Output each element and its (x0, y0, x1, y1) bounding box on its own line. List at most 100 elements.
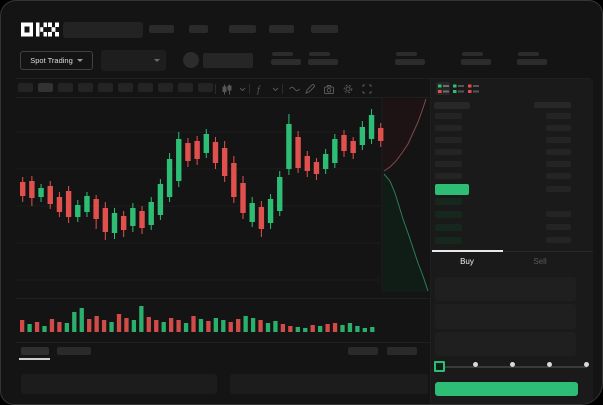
market-type-selector[interactable]: Spot Trading (20, 51, 93, 70)
candle-body (65, 191, 72, 217)
timeframe-chip[interactable] (78, 83, 93, 92)
toolbar-separator (282, 84, 283, 94)
okx-logo[interactable] (21, 22, 59, 37)
price-input-placeholder[interactable] (435, 277, 576, 301)
amount-slider-track[interactable] (438, 366, 587, 368)
timeframe-chip[interactable] (158, 83, 173, 92)
nav-item-placeholder[interactable] (189, 25, 208, 33)
candle-body (313, 162, 320, 174)
bottom-action-placeholder[interactable] (387, 347, 417, 355)
nav-item-placeholder[interactable] (311, 25, 338, 33)
candle-body (102, 208, 109, 232)
timeframe-chip[interactable] (98, 83, 113, 92)
orderbook-view-asks-icon[interactable] (466, 82, 480, 95)
volume-bar (116, 314, 122, 332)
ask-row-price-placeholder[interactable] (435, 125, 462, 131)
volume-bar (340, 325, 345, 332)
candle-wick (251, 197, 253, 227)
candle-wick (159, 179, 161, 220)
ask-row-size-placeholder[interactable] (546, 149, 571, 155)
bid-row-size-placeholder[interactable] (546, 224, 571, 230)
indicators-icon[interactable]: f (255, 83, 267, 95)
bid-row-price-placeholder[interactable] (435, 237, 462, 244)
bid-row-size-placeholder[interactable] (546, 211, 571, 217)
orders-tab-placeholder[interactable] (21, 347, 49, 355)
history-tab-placeholder[interactable] (57, 347, 91, 355)
candle-body (185, 143, 191, 161)
total-input-placeholder[interactable] (435, 332, 576, 356)
candle-wick (380, 123, 382, 147)
volume-bar (213, 318, 218, 332)
slider-handle[interactable] (434, 361, 445, 372)
candle-body (277, 177, 283, 211)
volume-bar (198, 319, 204, 332)
fullscreen-icon[interactable] (361, 83, 373, 95)
draw-icon[interactable] (304, 83, 316, 95)
nav-item-placeholder[interactable] (149, 25, 174, 33)
last-price-highlight[interactable] (435, 184, 469, 195)
ask-row-size-placeholder[interactable] (546, 125, 571, 131)
candle-wick (325, 149, 327, 174)
timeframe-chip[interactable] (178, 83, 193, 92)
line-style-icon[interactable] (288, 83, 300, 95)
divider (15, 342, 430, 343)
slider-stop[interactable] (547, 362, 552, 367)
timeframe-chip[interactable] (18, 83, 33, 92)
bid-row-price-placeholder[interactable] (435, 224, 462, 231)
action-button-placeholder[interactable] (203, 53, 253, 68)
volume-bar (280, 324, 286, 332)
camera-icon[interactable] (323, 83, 335, 95)
candle-body (322, 154, 329, 169)
slider-stop[interactable] (510, 362, 515, 367)
pair-selector[interactable] (101, 50, 166, 71)
volume-bar (221, 320, 226, 332)
bid-row-size-placeholder[interactable] (546, 237, 571, 243)
ask-row-size-placeholder[interactable] (546, 173, 571, 179)
timeframe-chip[interactable] (38, 83, 53, 92)
volume-bar (310, 325, 315, 332)
ask-row-price-placeholder[interactable] (435, 161, 462, 167)
depth-bid-line (383, 173, 429, 292)
volume-bar (161, 322, 166, 332)
candle-body (130, 208, 136, 226)
candle-wick (95, 195, 97, 229)
bid-row-price-placeholder[interactable] (435, 211, 462, 218)
chevron-down-icon[interactable] (236, 83, 248, 95)
ask-row-price-placeholder[interactable] (435, 149, 462, 155)
bid-row-price-placeholder[interactable] (435, 198, 462, 205)
timeframe-chip[interactable] (118, 83, 133, 92)
nav-item-placeholder[interactable] (229, 25, 256, 33)
ask-row-price-placeholder[interactable] (435, 173, 462, 179)
timeframe-chip[interactable] (198, 83, 213, 92)
orderbook-view-both-icon[interactable] (436, 82, 450, 95)
candle-body (258, 207, 265, 229)
orderbook-view-bids-icon[interactable] (451, 82, 465, 95)
tab-sell[interactable]: Sell (503, 257, 577, 266)
candle-wick (288, 114, 290, 175)
candle-wick (187, 138, 189, 167)
tab-buy[interactable]: Buy (431, 257, 503, 266)
chevron-down-icon[interactable] (269, 83, 281, 95)
volume-bar (273, 321, 278, 332)
candle-style-icon[interactable] (221, 83, 233, 95)
candle-body (203, 134, 209, 153)
ask-row-price-placeholder[interactable] (435, 137, 462, 143)
candle-body (29, 181, 35, 198)
amount-input-placeholder[interactable] (435, 304, 576, 329)
ask-row-price-placeholder[interactable] (435, 113, 462, 119)
nav-item-placeholder[interactable] (269, 25, 294, 33)
ask-row-size-placeholder[interactable] (546, 113, 571, 119)
slider-stop[interactable] (473, 362, 478, 367)
ask-row-size-placeholder[interactable] (546, 137, 571, 143)
search-input[interactable] (63, 22, 143, 38)
slider-stop[interactable] (584, 362, 589, 367)
volume-bar (124, 318, 129, 332)
ask-row-size-placeholder[interactable] (546, 161, 571, 167)
settings-icon[interactable] (342, 83, 354, 95)
timeframe-chip[interactable] (58, 83, 73, 92)
ask-row-size-placeholder[interactable] (546, 186, 571, 192)
candle-body (295, 137, 301, 168)
bottom-action-placeholder[interactable] (348, 347, 378, 355)
buy-submit-button[interactable] (435, 382, 578, 396)
timeframe-chip[interactable] (138, 83, 153, 92)
